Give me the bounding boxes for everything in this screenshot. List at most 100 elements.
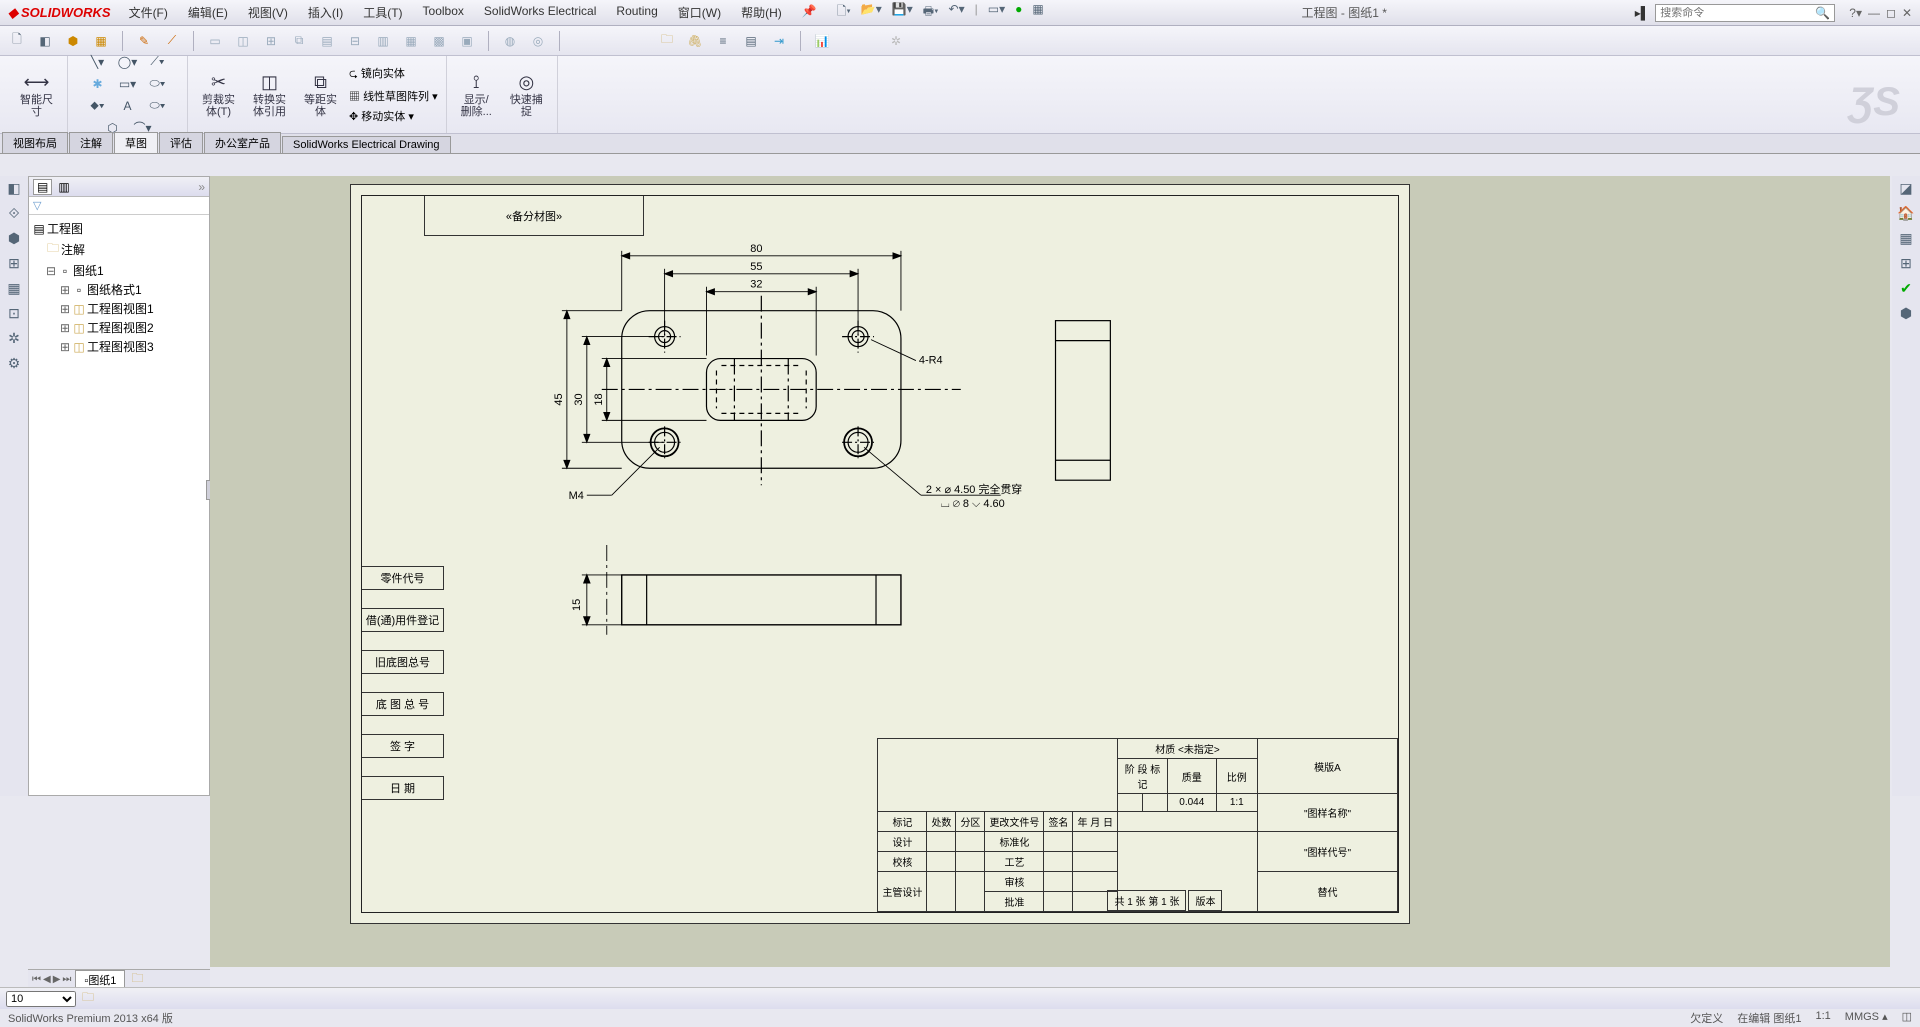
rect-icon[interactable]: ▭▾ xyxy=(117,75,139,93)
tb-arrow-icon[interactable]: ⇥ xyxy=(768,30,790,52)
menu-toolbox[interactable]: Toolbox xyxy=(413,0,474,25)
tb-list-icon[interactable]: ≡ xyxy=(712,30,734,52)
tab-view-layout[interactable]: 视图布局 xyxy=(2,132,68,153)
ellipse-icon[interactable]: ⬥▾ xyxy=(87,97,109,115)
tb-g5-icon[interactable]: ▤ xyxy=(316,30,338,52)
command-search[interactable]: 🔍 xyxy=(1655,4,1835,22)
menu-edit[interactable]: 编辑(E) xyxy=(178,0,238,25)
close-icon[interactable]: ✕ xyxy=(1902,6,1912,20)
expand-icon[interactable]: ⊞ xyxy=(59,302,71,316)
tab-office[interactable]: 办公室产品 xyxy=(204,132,281,153)
tb-folder-icon[interactable]: 🗀 xyxy=(656,30,678,52)
tree-tab2-icon[interactable]: ▥ xyxy=(58,180,69,194)
sheet-next-icon[interactable]: ▶ xyxy=(53,974,61,985)
convert-button[interactable]: ◫转换实 体引用 xyxy=(247,70,292,120)
save-icon[interactable]: 💾▾ xyxy=(892,2,913,23)
expand-icon[interactable]: ⊞ xyxy=(59,340,71,354)
tb-g1-icon[interactable]: ▭ xyxy=(204,30,226,52)
tab-sketch[interactable]: 草图 xyxy=(114,132,158,153)
tree-root[interactable]: ▤工程图 xyxy=(31,219,207,238)
rs-6-icon[interactable]: ⬢ xyxy=(1900,305,1912,322)
tb-g2-icon[interactable]: ◫ xyxy=(232,30,254,52)
ls-3-icon[interactable]: ⬢ xyxy=(8,230,20,247)
tb-g10-icon[interactable]: ▣ xyxy=(456,30,478,52)
tb-grid-icon[interactable]: ▤ xyxy=(740,30,762,52)
trim-button[interactable]: ✂剪裁实 体(T) xyxy=(196,70,241,120)
help-icon[interactable]: ?▾ xyxy=(1849,6,1862,20)
tb-chart-icon[interactable]: 📊 xyxy=(811,30,833,52)
tree-format[interactable]: ⊞▫图纸格式1 xyxy=(31,280,207,299)
circle-icon[interactable]: ◯▾ xyxy=(117,53,139,71)
tb-gear-icon[interactable]: ✲ xyxy=(885,30,907,52)
menu-help[interactable]: 帮助(H) xyxy=(731,0,792,25)
status-end-icon[interactable]: ◫ xyxy=(1902,1010,1912,1026)
tree-filter[interactable]: ▽ xyxy=(29,197,209,215)
tb-g8-icon[interactable]: ▦ xyxy=(400,30,422,52)
rs-3-icon[interactable]: ▦ xyxy=(1899,230,1912,247)
rs-5-icon[interactable]: ✔ xyxy=(1900,280,1912,297)
quick-snap-button[interactable]: ◎快速捕 捉 xyxy=(504,70,549,120)
ls-6-icon[interactable]: ⊡ xyxy=(8,305,20,322)
arc-icon[interactable]: ⟋▾ xyxy=(147,53,169,71)
tb-sketch-icon[interactable]: ✎ xyxy=(133,30,155,52)
tb-attach-icon[interactable]: 🖇 xyxy=(684,30,706,52)
options-icon[interactable]: ▦ xyxy=(1032,2,1043,23)
tb-g6-icon[interactable]: ⊟ xyxy=(344,30,366,52)
new-icon[interactable]: 🗋▾ xyxy=(837,2,851,23)
tree-annotations[interactable]: 🗀注解 xyxy=(31,238,207,261)
smart-dimension-button[interactable]: ⟷ 智能尺 寸 xyxy=(14,70,59,120)
tb-g11-icon[interactable]: ◍ xyxy=(499,30,521,52)
drawing-sheet[interactable]: «备分材图» xyxy=(350,184,1410,924)
expand-icon[interactable]: ⊞ xyxy=(59,283,71,297)
line-icon[interactable]: ╲▾ xyxy=(87,53,109,71)
tab-evaluate[interactable]: 评估 xyxy=(159,132,203,153)
search-input[interactable] xyxy=(1660,7,1815,19)
tb-new-icon[interactable]: 🗋 xyxy=(6,30,28,52)
offset-button[interactable]: ⧉等距实 体 xyxy=(298,70,343,120)
zoom-select[interactable]: 10 xyxy=(6,991,76,1007)
tree-tab1-icon[interactable]: ▤ xyxy=(33,179,52,195)
status-units[interactable]: MMGS ▴ xyxy=(1845,1010,1888,1026)
open-icon[interactable]: 📂▾ xyxy=(861,2,882,23)
rounded-icon[interactable]: ⬭▾ xyxy=(147,97,169,115)
search-icon[interactable]: 🔍 xyxy=(1815,6,1830,20)
rs-4-icon[interactable]: ⊞ xyxy=(1900,255,1912,272)
menu-electrical[interactable]: SolidWorks Electrical xyxy=(474,0,606,25)
ls-7-icon[interactable]: ✲ xyxy=(8,330,20,347)
layer-icon[interactable]: 🗀 xyxy=(82,988,94,1009)
tree-view3[interactable]: ⊞◫工程图视图3 xyxy=(31,337,207,356)
tb-g7-icon[interactable]: ▥ xyxy=(372,30,394,52)
undo-icon[interactable]: ↶▾ xyxy=(949,2,965,23)
ls-5-icon[interactable]: ▦ xyxy=(7,280,20,297)
maximize-icon[interactable]: ◻ xyxy=(1886,6,1896,20)
minimize-icon[interactable]: — xyxy=(1868,6,1880,20)
tab-electrical-drawing[interactable]: SolidWorks Electrical Drawing xyxy=(282,136,451,153)
tb-g4-icon[interactable]: ⧉ xyxy=(288,30,310,52)
rebuild-icon[interactable]: ● xyxy=(1015,2,1022,23)
menu-tools[interactable]: 工具(T) xyxy=(353,0,412,25)
menu-pin-icon[interactable]: 📌 xyxy=(792,0,827,25)
tree-view2[interactable]: ⊞◫工程图视图2 xyxy=(31,318,207,337)
ls-8-icon[interactable]: ⚙ xyxy=(8,355,21,372)
mirror-button[interactable]: ⮎ 镜向实体 xyxy=(349,65,438,84)
status-scale[interactable]: 1:1 xyxy=(1815,1010,1830,1026)
drawing-canvas[interactable]: 🔍 🔎 ↺ ⟳ ◧ ▤▾ ⚭▾ ◫ ⊞ — ◻ ✕ «备分材图» xyxy=(210,176,1890,967)
collapse-icon[interactable]: ⊟ xyxy=(45,264,57,278)
tb-drw-icon[interactable]: ▦ xyxy=(90,30,112,52)
tab-annotation[interactable]: 注解 xyxy=(69,132,113,153)
menu-view[interactable]: 视图(V) xyxy=(238,0,298,25)
rs-2-icon[interactable]: 🏠 xyxy=(1897,205,1914,222)
pattern-button[interactable]: ▦ 线性草图阵列 ▾ xyxy=(349,88,438,104)
slot-icon[interactable]: ⬭▾ xyxy=(147,75,169,93)
tb-3dsketch-icon[interactable]: ⟋ xyxy=(161,30,183,52)
ls-1-icon[interactable]: ◧ xyxy=(7,180,20,197)
point-icon[interactable]: ✱ xyxy=(87,75,109,93)
rs-1-icon[interactable]: ◪ xyxy=(1899,180,1912,197)
tb-g12-icon[interactable]: ◎ xyxy=(527,30,549,52)
print-icon[interactable]: 🖶▾ xyxy=(923,2,939,23)
sheet-prev-icon[interactable]: ◀ xyxy=(43,974,51,985)
spline-icon[interactable]: A xyxy=(117,97,139,115)
ls-2-icon[interactable]: ⟐ xyxy=(8,205,19,222)
ls-4-icon[interactable]: ⊞ xyxy=(8,255,20,272)
show-delete-button[interactable]: ⟟显示/ 删除... xyxy=(455,70,498,120)
